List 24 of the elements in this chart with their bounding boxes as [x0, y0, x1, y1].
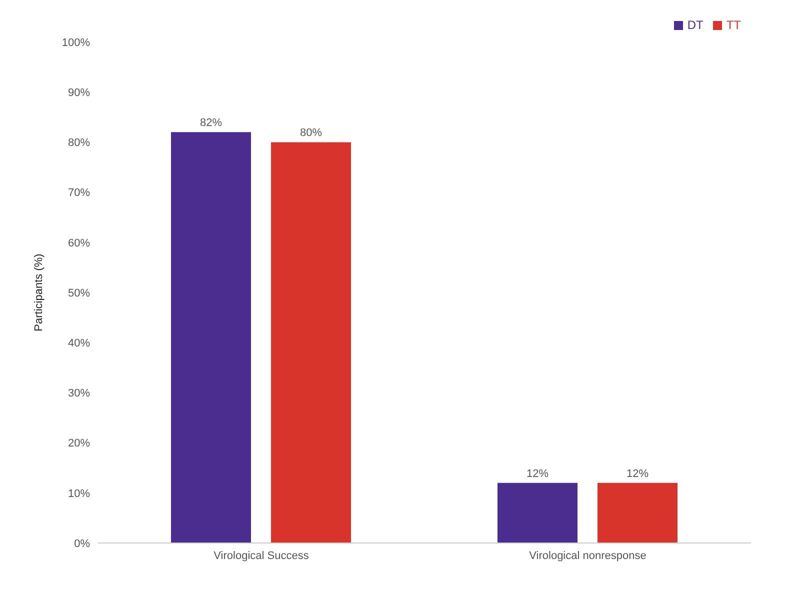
legend-label: DT	[687, 18, 704, 32]
data-label: 82%	[200, 117, 222, 130]
y-tick-label: 50%	[68, 287, 90, 300]
y-tick-label: 30%	[68, 388, 90, 400]
data-label: 12%	[526, 468, 549, 480]
y-tick-label: 0%	[74, 538, 90, 550]
bar	[598, 482, 678, 543]
y-tick-label: 10%	[68, 488, 90, 500]
bar	[498, 482, 578, 543]
x-tick-label: Virological nonresponse	[529, 550, 646, 562]
y-tick-label: 100%	[62, 36, 90, 49]
y-tick-label: 70%	[68, 187, 90, 200]
bar	[171, 132, 251, 543]
bar	[271, 142, 351, 543]
y-tick-label: 80%	[68, 137, 90, 150]
x-tick-label: Virological Success	[214, 550, 310, 562]
y-tick-label: 60%	[68, 237, 90, 250]
y-tick-label: 40%	[68, 338, 90, 350]
y-axis-title: Participants (%)	[32, 254, 45, 332]
data-label: 80%	[300, 127, 322, 140]
y-tick-label: 90%	[68, 87, 90, 100]
y-tick-label: 20%	[68, 438, 90, 450]
legend-label: TT	[726, 18, 741, 32]
data-label: 12%	[626, 468, 649, 480]
